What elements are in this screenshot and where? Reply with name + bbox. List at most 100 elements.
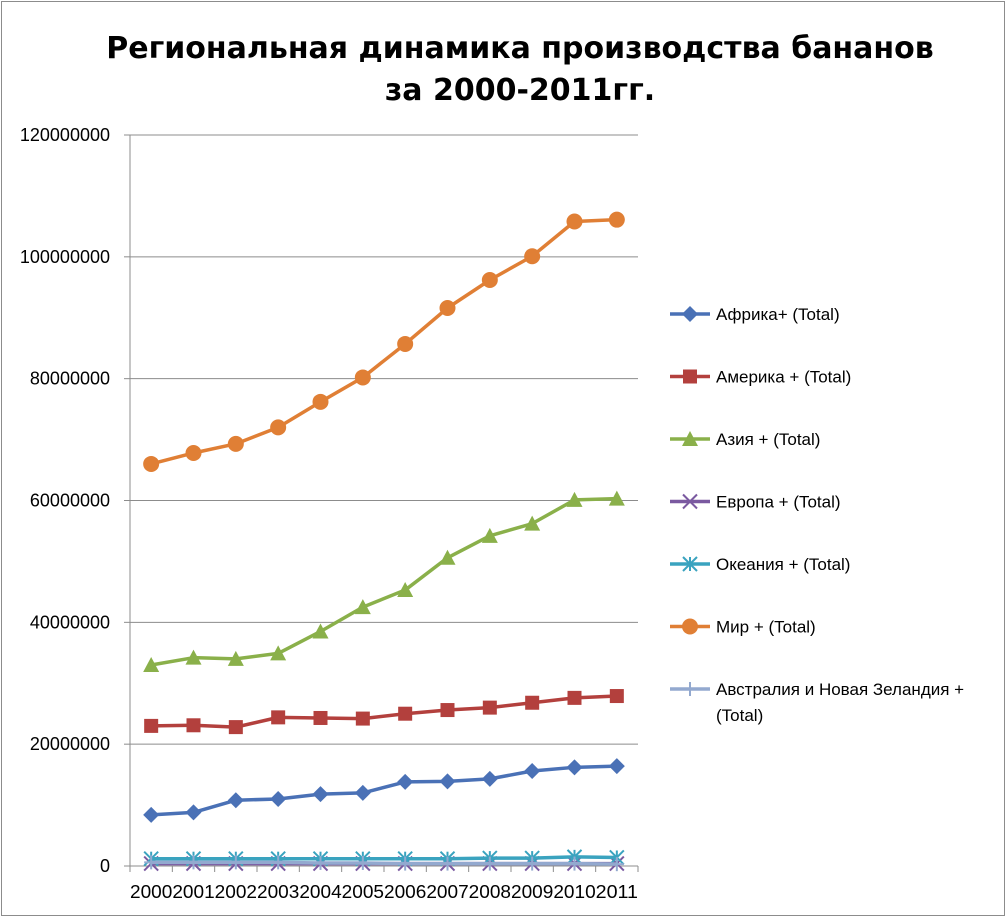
- legend-label: Африка+ (Total): [716, 305, 840, 324]
- data-point: [397, 582, 414, 598]
- legend-label-line: Азия + (Total): [716, 430, 820, 449]
- data-point: [312, 393, 329, 410]
- series-line: [150, 496, 617, 667]
- series-group: [143, 211, 625, 872]
- data-point: [440, 703, 455, 718]
- legend-item-3: Европа + (Total): [670, 493, 841, 512]
- series-line: [151, 860, 617, 866]
- legend-item-2: Азия + (Total): [670, 430, 820, 449]
- legend-label-line: Америка + (Total): [716, 368, 851, 387]
- data-point: [482, 700, 497, 715]
- data-point: [608, 211, 625, 228]
- data-point: [481, 271, 498, 288]
- data-point: [608, 490, 625, 506]
- data-point: [566, 213, 583, 230]
- data-point: [227, 650, 244, 666]
- legend-marker: [682, 618, 698, 635]
- data-point: [271, 710, 286, 725]
- legend-label-line: (Total): [716, 706, 763, 725]
- legend-item-5: Мир + (Total): [670, 618, 816, 637]
- axes: [124, 134, 639, 872]
- legend-label-line: Мир + (Total): [716, 618, 816, 637]
- gridlines: [130, 134, 638, 745]
- series-2: [143, 490, 625, 672]
- data-point: [567, 690, 582, 705]
- data-point: [567, 856, 582, 871]
- data-point: [439, 773, 456, 790]
- legend-marker: [682, 306, 698, 322]
- data-point: [144, 855, 159, 870]
- data-point: [227, 435, 244, 452]
- data-point: [608, 758, 625, 775]
- y-tick-label: 0: [100, 856, 110, 876]
- data-point: [312, 786, 329, 803]
- legend-label: Мир + (Total): [716, 618, 816, 637]
- data-point: [313, 710, 328, 725]
- y-tick-label: 40000000: [30, 612, 110, 632]
- legend-item-4: Океания + (Total): [670, 555, 850, 574]
- series-line: [151, 855, 617, 861]
- data-point: [185, 444, 202, 461]
- data-point: [482, 856, 497, 871]
- data-point: [566, 491, 583, 507]
- y-tick-label: 100000000: [20, 247, 110, 267]
- legend-label: Азия + (Total): [716, 430, 820, 449]
- data-point: [609, 857, 624, 872]
- data-point: [312, 623, 329, 639]
- data-point: [354, 369, 371, 386]
- data-point: [397, 335, 414, 352]
- series-5: [143, 211, 625, 472]
- x-tick-label: 2006: [384, 882, 426, 902]
- data-point: [144, 718, 159, 733]
- chart-title-line-2: за 2000-2011гг.: [384, 73, 656, 108]
- data-point: [228, 720, 243, 735]
- x-tick-label: 2001: [172, 882, 214, 902]
- data-point: [355, 855, 370, 870]
- legend-marker: [682, 431, 698, 446]
- legend-item-6: Австралия и Новая Зеландия + (Total): [670, 680, 964, 725]
- data-point: [354, 599, 371, 615]
- y-tick-label: 80000000: [30, 369, 110, 389]
- x-tick-labels: 2000 2001 2002 2003 2004 2005 2006 2007 2008 2009…: [130, 882, 638, 902]
- series-line: [150, 217, 617, 466]
- data-point: [481, 770, 498, 787]
- legend-label: Австралия и Новая Зеландия + (Total): [716, 680, 964, 725]
- data-point: [186, 718, 201, 733]
- legend-label-line: Африка+ (Total): [716, 305, 840, 324]
- data-point: [439, 300, 456, 317]
- data-point: [481, 527, 498, 543]
- data-point: [524, 515, 541, 531]
- x-tick-label: 2009: [511, 882, 553, 902]
- legend-label: Америка + (Total): [716, 368, 851, 387]
- x-tick-label: 2008: [469, 882, 511, 902]
- legend-item-1: Америка + (Total): [670, 368, 851, 387]
- x-tick-label: 2005: [342, 882, 384, 902]
- data-point: [440, 856, 455, 871]
- x-tick-label: 2003: [257, 882, 299, 902]
- data-point: [354, 784, 371, 801]
- data-point: [186, 855, 201, 870]
- y-tick-labels: 0 20000000 40000000 60000000 80000000 1000000…: [20, 125, 110, 876]
- series-6: [144, 855, 624, 872]
- data-point: [228, 855, 243, 870]
- legend-marker: [682, 556, 698, 572]
- data-point: [271, 855, 286, 870]
- chart-title: Региональная динамика производства банан…: [60, 28, 980, 112]
- legend-label-line: Европа + (Total): [716, 493, 841, 512]
- data-point: [525, 695, 540, 710]
- marker-stroke: [682, 493, 698, 510]
- series-line: [151, 764, 617, 817]
- legend-label: Океания + (Total): [716, 555, 850, 574]
- chart-title-line-1: Региональная динамика производства банан…: [106, 31, 934, 66]
- data-point: [270, 790, 287, 807]
- legend-label: Европа + (Total): [716, 493, 841, 512]
- data-point: [397, 773, 414, 790]
- legend: Африка+ (Total) Америка + (Total) Азия + (…: [670, 305, 964, 725]
- data-point: [355, 711, 370, 726]
- data-point: [143, 656, 160, 672]
- legend-label-line: Океания + (Total): [716, 555, 850, 574]
- x-tick-label: 2000: [130, 882, 172, 902]
- data-point: [398, 856, 413, 871]
